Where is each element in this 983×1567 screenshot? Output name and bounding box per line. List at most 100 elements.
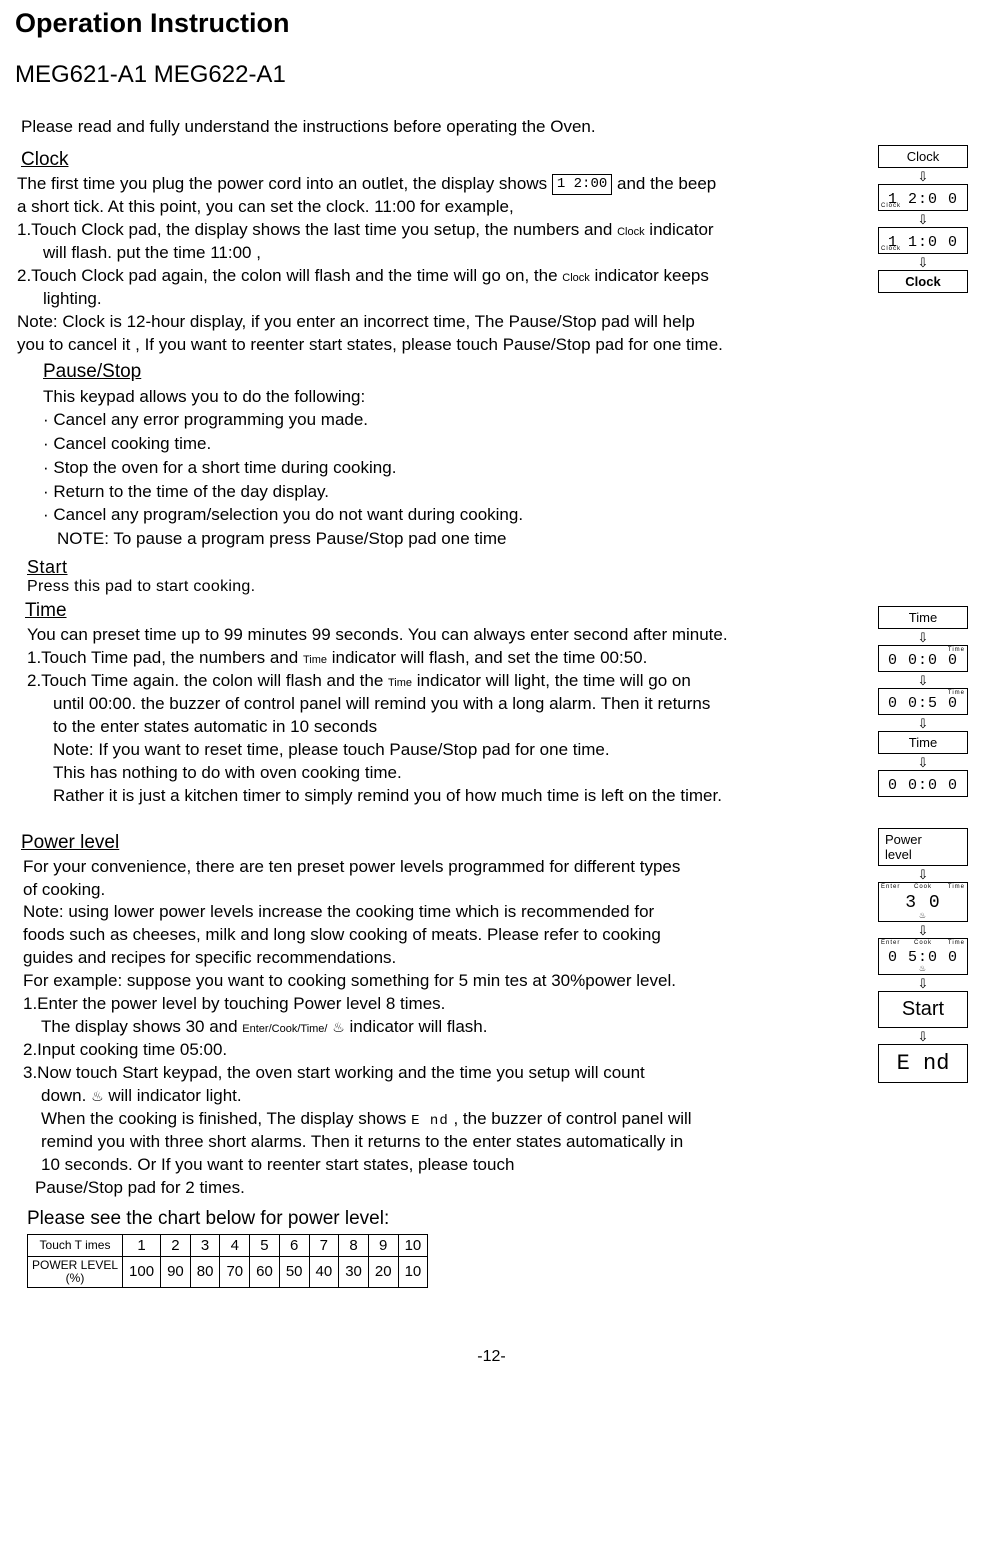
time-step2d: to the enter states automatic in 10 seco… bbox=[53, 716, 870, 739]
tiny-label: Time bbox=[948, 940, 965, 946]
row2-label-l1: POWER LEVEL bbox=[32, 1258, 118, 1272]
clock-line2: a short tick. At this point, you can set… bbox=[17, 196, 870, 219]
clock-text: The first time you plug the power cord i… bbox=[17, 173, 870, 196]
diagram-power-30: 3 0 Enter Cook Time ♨ bbox=[878, 882, 968, 922]
time-step1-small: Time bbox=[303, 654, 327, 666]
clock-display-box: 1 2:00 bbox=[552, 174, 612, 195]
arrow-icon: ⇩ bbox=[878, 256, 968, 269]
diagram-value: 0 0:5 0 bbox=[888, 695, 958, 712]
diagram-end: E nd bbox=[878, 1044, 968, 1083]
wave-icon: ♨ bbox=[919, 911, 927, 920]
power-level-table: Touch T imes 1 2 3 4 5 6 7 8 9 10 POWER … bbox=[27, 1234, 428, 1288]
pause-stop-bullet: · Return to the time of the day display. bbox=[43, 480, 968, 504]
power-step3c-b: , the buzzer of control panel will bbox=[449, 1109, 692, 1128]
pause-stop-intro: This keypad allows you to do the followi… bbox=[43, 385, 968, 409]
clock-step1-small: Clock bbox=[617, 226, 645, 238]
tiny-label: Cook bbox=[914, 940, 932, 946]
arrow-icon: ⇩ bbox=[878, 170, 968, 183]
power-step1b-b: indicator will flash. bbox=[345, 1017, 488, 1036]
clock-step2a: 2.Touch Clock pad again, the colon will … bbox=[17, 266, 562, 285]
power-step3e: 10 seconds. Or If you want to reenter st… bbox=[41, 1154, 870, 1177]
time-step2: 2.Touch Time again. the colon will flash… bbox=[27, 670, 870, 693]
power-line2: of cooking. bbox=[23, 879, 870, 902]
diagram-time-label: Time bbox=[878, 606, 968, 629]
time-step2-small: Time bbox=[388, 677, 412, 689]
table-cell: 6 bbox=[279, 1234, 309, 1256]
table-cell: 7 bbox=[309, 1234, 339, 1256]
time-step1a: 1.Touch Time pad, the numbers and bbox=[27, 648, 303, 667]
power-step3d: remind you with three short alarms. Then… bbox=[41, 1131, 870, 1154]
start-heading: Start bbox=[27, 557, 968, 578]
clock-step2c: lighting. bbox=[43, 288, 870, 311]
clock-note1: Note: Clock is 12-hour display, if you e… bbox=[17, 311, 870, 334]
clock-heading: Clock bbox=[21, 149, 870, 171]
pause-stop-bullet: · Cancel cooking time. bbox=[43, 432, 968, 456]
table-cell: 80 bbox=[190, 1256, 220, 1287]
bullet-text: Stop the oven for a short time during co… bbox=[53, 458, 396, 477]
diagram-power-0500: 0 5:0 0 Enter Cook Time ♨ bbox=[878, 938, 968, 975]
page-number: -12- bbox=[15, 1348, 968, 1366]
power-step3: 3.Now touch Start keypad, the oven start… bbox=[23, 1062, 870, 1085]
diagram-time-0000: 0 0:0 0 Time bbox=[878, 645, 968, 672]
diagram-value: 0 0:0 0 bbox=[888, 652, 958, 669]
table-cell: 8 bbox=[339, 1234, 369, 1256]
time-extra1: This has nothing to do with oven cooking… bbox=[53, 762, 870, 785]
table-cell: 70 bbox=[220, 1256, 250, 1287]
power-step3c: When the cooking is finished, The displa… bbox=[41, 1108, 870, 1131]
intro-text: Please read and fully understand the ins… bbox=[21, 117, 968, 137]
row2-label-l2: (%) bbox=[66, 1271, 85, 1285]
model-numbers: MEG621-A1 MEG622-A1 bbox=[15, 61, 968, 89]
page-title: Operation Instruction bbox=[15, 8, 968, 39]
pause-stop-bullet: · Cancel any program/selection you do no… bbox=[43, 503, 968, 527]
power-step3c-a: When the cooking is finished, The displa… bbox=[41, 1109, 411, 1128]
table-cell: 9 bbox=[368, 1234, 398, 1256]
table-cell: 1 bbox=[123, 1234, 161, 1256]
table-cell: 3 bbox=[190, 1234, 220, 1256]
table-cell: 20 bbox=[368, 1256, 398, 1287]
power-label-l2: level bbox=[885, 847, 912, 862]
wave-icon: ♨ bbox=[919, 964, 927, 973]
wave-icon: ♨ bbox=[332, 1018, 345, 1037]
diagram-clock-1100: 1 1:0 0 Clock bbox=[878, 227, 968, 254]
diagram-value: 0 0:0 0 bbox=[888, 777, 958, 794]
arrow-icon: ⇩ bbox=[878, 1030, 968, 1043]
table-cell: 40 bbox=[309, 1256, 339, 1287]
arrow-icon: ⇩ bbox=[878, 717, 968, 730]
time-step2c: until 00:00. the buzzer of control panel… bbox=[53, 693, 870, 716]
time-step1: 1.Touch Time pad, the numbers and Time i… bbox=[27, 647, 870, 670]
pause-stop-bullet: · Cancel any error programming you made. bbox=[43, 408, 968, 432]
time-extra2: Rather it is just a kitchen timer to sim… bbox=[53, 785, 870, 808]
diagram-time-label2: Time bbox=[878, 731, 968, 754]
arrow-icon: ⇩ bbox=[878, 213, 968, 226]
power-step3f: Pause/Stop pad for 2 times. bbox=[35, 1177, 870, 1200]
power-chart-intro: Please see the chart below for power lev… bbox=[27, 1208, 968, 1230]
clock-line1b: and the beep bbox=[612, 174, 716, 193]
clock-diagram: Clock ⇩ 1 2:0 0 Clock ⇩ 1 1:0 0 Clock ⇩ … bbox=[878, 145, 968, 295]
arrow-icon: ⇩ bbox=[878, 756, 968, 769]
arrow-icon: ⇩ bbox=[878, 868, 968, 881]
power-step3b: down. ♨ will indicator light. bbox=[41, 1085, 870, 1108]
power-step2: 2.Input cooking time 05:00. bbox=[23, 1039, 870, 1062]
table-row: Touch T imes 1 2 3 4 5 6 7 8 9 10 bbox=[28, 1234, 428, 1256]
pause-stop-note: NOTE: To pause a program press Pause/Sto… bbox=[57, 527, 968, 551]
clock-step2b: indicator keeps bbox=[590, 266, 709, 285]
bullet-text: Cancel cooking time. bbox=[53, 434, 211, 453]
arrow-icon: ⇩ bbox=[878, 924, 968, 937]
tiny-label: Clock bbox=[881, 246, 901, 252]
tiny-label: Enter bbox=[881, 940, 900, 946]
power-note3: guides and recipes for specific recommen… bbox=[23, 947, 870, 970]
power-label-l1: Power bbox=[885, 832, 922, 847]
power-example: For example: suppose you want to cooking… bbox=[23, 970, 870, 993]
diagram-value: 3 0 bbox=[905, 893, 940, 913]
table-cell: 30 bbox=[339, 1256, 369, 1287]
bullet-text: Cancel any program/selection you do not … bbox=[53, 505, 523, 524]
pause-stop-heading: Pause/Stop bbox=[43, 361, 968, 383]
power-diagram: Power level ⇩ 3 0 Enter Cook Time ♨ ⇩ 0 … bbox=[878, 828, 968, 1085]
end-inline: E nd bbox=[411, 1113, 449, 1129]
power-step1: 1.Enter the power level by touching Powe… bbox=[23, 993, 870, 1016]
time-note: Note: If you want to reset time, please … bbox=[53, 739, 870, 762]
tiny-label: Time bbox=[948, 647, 965, 653]
table-cell: 10 bbox=[398, 1234, 428, 1256]
diagram-clock-label-bold: Clock bbox=[878, 270, 968, 293]
time-heading: Time bbox=[25, 600, 870, 622]
